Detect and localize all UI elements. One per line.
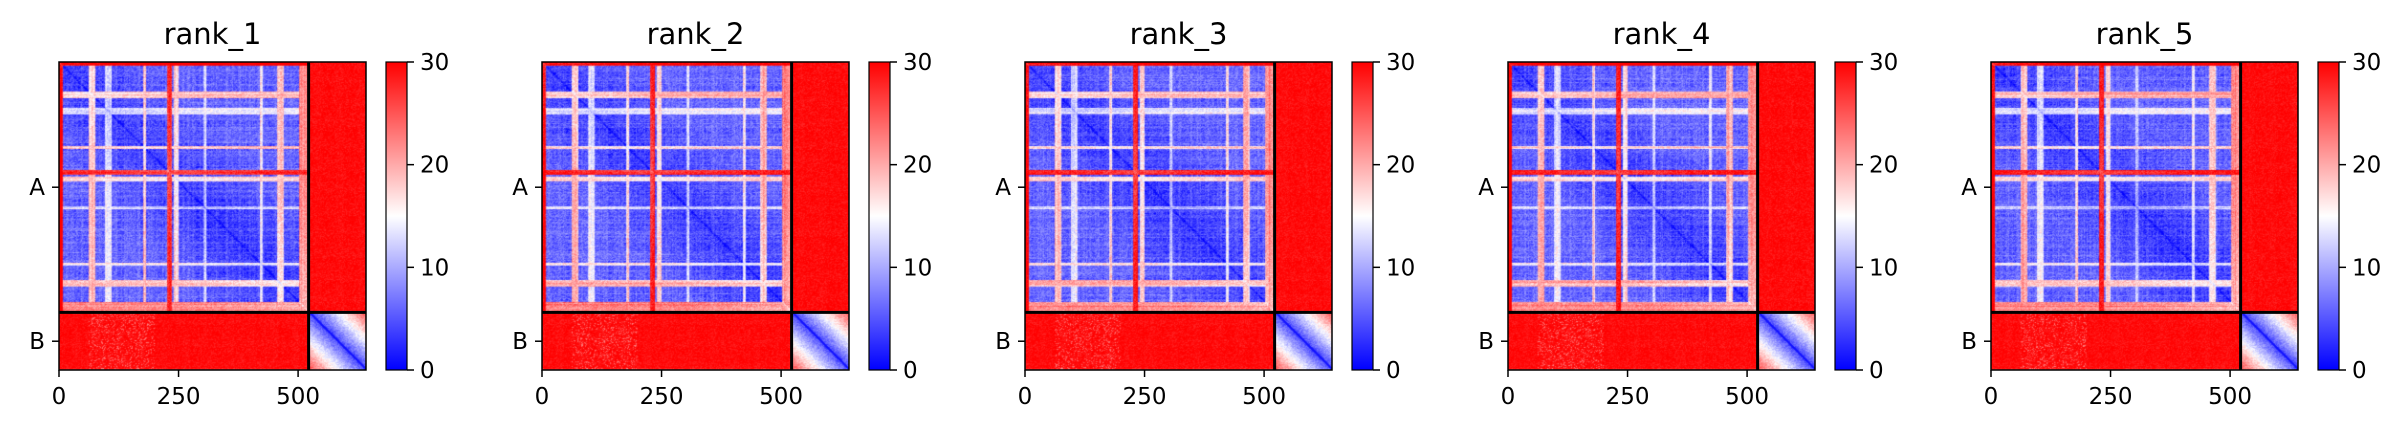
chain-label: B (29, 329, 45, 355)
colorbar (1351, 61, 1374, 371)
colorbar-tick-label: 20 (2352, 153, 2381, 179)
axes-frame (1024, 61, 1333, 371)
panel-5: rank_5 0 250 500 A B 0 10 20 30 (1961, 17, 2381, 410)
panel-title: rank_5 (2096, 17, 2194, 51)
colorbar-tick-label: 30 (903, 50, 932, 76)
colorbar-tick-label: 10 (1869, 255, 1898, 281)
heatmap-image (1991, 62, 2298, 370)
axes-frame (1507, 61, 1816, 371)
colorbar-tick-label: 20 (1869, 153, 1898, 179)
colorbar-tick-label: 20 (903, 153, 932, 179)
x-tick-label: 250 (2089, 384, 2133, 410)
x-tick-label: 0 (52, 384, 67, 410)
chain-label: B (512, 329, 528, 355)
colorbar-tick-label: 20 (1386, 153, 1415, 179)
colorbar (2317, 61, 2340, 371)
colorbar-tick-label: 10 (903, 255, 932, 281)
colorbar-tick-label: 0 (420, 358, 435, 384)
panel-4: rank_4 0 250 500 A B 0 10 20 30 (1478, 17, 1898, 410)
colorbar-tick-label: 30 (1869, 50, 1898, 76)
panel-title: rank_1 (164, 17, 262, 51)
colorbar-tick-label: 10 (1386, 255, 1415, 281)
axes-frame (541, 61, 850, 371)
chain-label: A (29, 175, 45, 201)
chain-label: A (1478, 175, 1494, 201)
panel-1: rank_1 0 250 500 A B 0 10 20 30 (29, 17, 449, 410)
colorbar (868, 61, 891, 371)
colorbar-tick-label: 30 (2352, 50, 2381, 76)
chain-label: B (1961, 329, 1977, 355)
panels: rank_1 0 250 500 A B 0 10 20 30 rank_2 0 250 500 A B 0 10… (29, 17, 2381, 410)
heatmap-image (1508, 62, 1815, 370)
colorbar (1834, 61, 1857, 371)
x-tick-label: 500 (759, 384, 803, 410)
colorbar-tick-label: 30 (420, 50, 449, 76)
panel-2: rank_2 0 250 500 A B 0 10 20 30 (512, 17, 932, 410)
heatmap-image (59, 62, 366, 370)
colorbar-tick-label: 10 (420, 255, 449, 281)
x-tick-label: 0 (1501, 384, 1516, 410)
x-tick-label: 0 (1984, 384, 1999, 410)
x-tick-label: 250 (157, 384, 201, 410)
colorbar (385, 61, 408, 371)
chain-label: B (995, 329, 1011, 355)
colorbar-tick-label: 30 (1386, 50, 1415, 76)
axes-frame (58, 61, 367, 371)
chain-label: A (512, 175, 528, 201)
panel-3: rank_3 0 250 500 A B 0 10 20 30 (995, 17, 1415, 410)
chain-label: B (1478, 329, 1494, 355)
x-tick-label: 500 (1725, 384, 1769, 410)
colorbar-tick-label: 10 (2352, 255, 2381, 281)
x-tick-label: 250 (640, 384, 684, 410)
x-tick-label: 250 (1606, 384, 1650, 410)
colorbar-tick-label: 0 (1869, 358, 1884, 384)
colorbar-tick-label: 20 (420, 153, 449, 179)
x-tick-label: 0 (535, 384, 550, 410)
x-tick-label: 0 (1018, 384, 1033, 410)
chain-label: A (995, 175, 1011, 201)
x-tick-label: 500 (1242, 384, 1286, 410)
colorbar-tick-label: 0 (903, 358, 918, 384)
panel-title: rank_2 (647, 17, 745, 51)
x-tick-label: 500 (2208, 384, 2252, 410)
x-tick-label: 500 (276, 384, 320, 410)
colorbar-tick-label: 0 (1386, 358, 1401, 384)
panel-title: rank_3 (1130, 17, 1228, 51)
heatmap-image (1025, 62, 1332, 370)
axes-frame (1990, 61, 2299, 371)
heatmap-image (542, 62, 849, 370)
x-tick-label: 250 (1123, 384, 1167, 410)
colorbar-tick-label: 0 (2352, 358, 2367, 384)
chain-label: A (1961, 175, 1977, 201)
panel-title: rank_4 (1613, 17, 1711, 51)
